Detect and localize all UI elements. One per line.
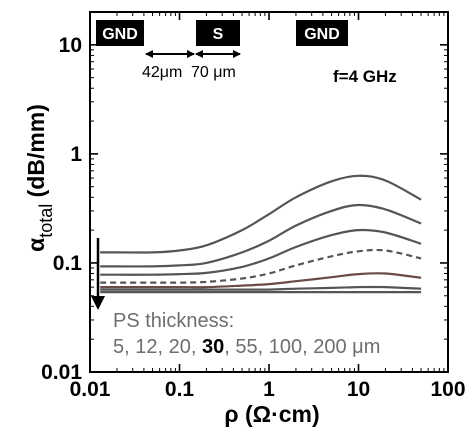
x-axis-title: ρ (Ω·cm): [224, 401, 319, 427]
series-line-1: [100, 174, 422, 254]
series-line-2: [100, 203, 422, 268]
y-tick-label: 10: [59, 34, 82, 57]
sep: ,: [191, 336, 202, 358]
thickness-5: 5: [113, 336, 124, 358]
series-line-5: [100, 272, 422, 289]
y-tick-label: 1: [70, 143, 82, 166]
thickness-200: 200 μm: [313, 336, 380, 358]
signal-pad-label: S: [213, 26, 224, 43]
sep: ,: [224, 336, 235, 358]
thickness-30-highlight: 30: [202, 336, 224, 358]
gnd-pad-right: [296, 20, 348, 46]
x-tick-label: 0.01: [70, 378, 111, 401]
gnd-pad-right-label: GND: [304, 26, 340, 43]
thickness-55: 55: [235, 336, 257, 358]
y-axis-unit: (dB/mm): [23, 104, 49, 197]
x-tick-label: 0.1: [165, 378, 195, 401]
gap-label-70: 70 μm: [191, 64, 236, 81]
thickness-values: 5, 12, 20, 30, 55, 100, 200 μm: [113, 336, 380, 358]
thickness-12: 12: [135, 336, 157, 358]
series-line-3: [100, 228, 422, 276]
sep: ,: [158, 336, 169, 358]
thickness-20: 20: [169, 336, 191, 358]
sep: ,: [302, 336, 313, 358]
signal-pad: [196, 20, 240, 46]
x-tick-label: 10: [347, 378, 370, 401]
y-tick-label: 0.1: [53, 252, 83, 275]
y-tick-label: 0.01: [41, 361, 82, 384]
thickness-100: 100: [269, 336, 302, 358]
y-axis-subscript: total: [36, 204, 56, 238]
annotations: GND S GND 42μm 70 μm f=4 GHz PS thicknes…: [91, 20, 397, 358]
gap-label-42: 42μm: [142, 64, 182, 81]
axes: 0.01 0.1 1 10 100 0.01 0.1 1 10: [41, 11, 466, 401]
series-group: [100, 174, 422, 294]
series-line-4: [100, 248, 422, 284]
frequency-label: f=4 GHz: [333, 67, 397, 86]
series-line-6: [100, 285, 422, 291]
y-axis-title: αtotal (dB/mm): [23, 104, 56, 252]
x-tick-label: 100: [430, 378, 465, 401]
sep: ,: [124, 336, 135, 358]
y-axis-title-text: αtotal (dB/mm): [23, 104, 56, 252]
gnd-pad-left-label: GND: [102, 26, 138, 43]
sep: ,: [258, 336, 269, 358]
x-tick-label: 1: [263, 378, 275, 401]
y-axis-symbol: α: [23, 238, 49, 252]
legend-title: PS thickness:: [113, 310, 234, 332]
gnd-pad-left: [96, 20, 144, 46]
